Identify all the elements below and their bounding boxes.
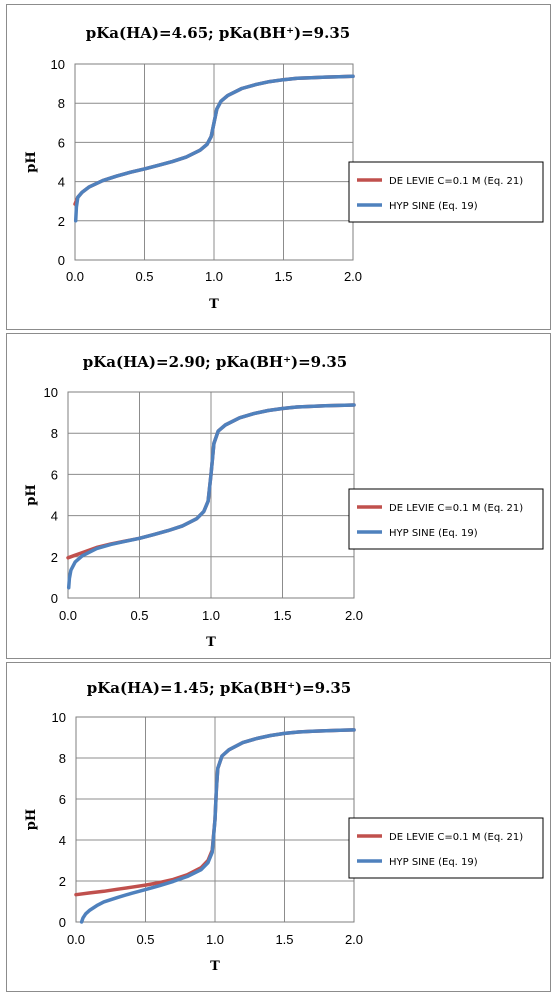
- x-tick-label: 0.5: [135, 269, 153, 284]
- y-tick-label: 4: [58, 175, 65, 190]
- y-axis-label: pH: [24, 809, 39, 830]
- legend: [348, 817, 544, 879]
- x-tick-label: 2.0: [344, 269, 362, 284]
- y-tick-label: 10: [44, 385, 58, 400]
- chart-panel-2: pKa(HA)=2.90; pKa(BH⁺)=9.35 0 2 4 6 8 10 0.0 0.5…: [6, 333, 551, 659]
- y-tick-label: 0: [58, 253, 65, 268]
- y-tick-label: 4: [59, 833, 66, 848]
- y-tick-label: 0: [59, 915, 66, 930]
- y-tick-label: 2: [58, 214, 65, 229]
- series-line-2: [73, 74, 355, 223]
- x-tick-label: 0.5: [130, 608, 148, 623]
- y-tick-label: 2: [59, 874, 66, 889]
- x-tick-label: 0.0: [59, 608, 77, 623]
- series-line-2: [79, 728, 356, 924]
- y-tick-label: 6: [59, 792, 66, 807]
- legend: [348, 161, 544, 223]
- y-axis-label: pH: [24, 484, 39, 505]
- x-tick-label: 2.0: [345, 932, 363, 947]
- y-tick-label: 8: [51, 426, 58, 441]
- x-tick-label: 1.0: [202, 608, 220, 623]
- legend: [348, 488, 544, 550]
- x-tick-label: 1.5: [274, 269, 292, 284]
- chart-1: pKa(HA)=4.65; pKa(BH⁺)=9.35 0 2 4 6 8 10 0.0 0.5…: [24, 24, 544, 312]
- x-tick-label: 1.5: [275, 932, 293, 947]
- x-tick-label: 1.5: [273, 608, 291, 623]
- legend-label-1: DE LEVIE C=0.1 M (Eq. 21): [389, 176, 523, 187]
- x-tick-label: 0.0: [66, 269, 84, 284]
- legend-label-2: HYP SINE (Eq. 19): [389, 528, 478, 539]
- chart-panel-1: pKa(HA)=4.65; pKa(BH⁺)=9.35 0 2 4 6 8 10 0.0 0.5…: [6, 4, 551, 330]
- chart-panel-3: pKa(HA)=1.45; pKa(BH⁺)=9.35 0 2 4 6 8 10 0.0 0.5…: [6, 662, 551, 992]
- y-tick-label: 8: [58, 96, 65, 111]
- y-tick-label: 10: [51, 57, 65, 72]
- y-tick-label: 6: [51, 467, 58, 482]
- legend-label-2: HYP SINE (Eq. 19): [389, 857, 478, 868]
- y-tick-label: 6: [58, 135, 65, 150]
- x-tick-label: 0.0: [67, 932, 85, 947]
- y-tick-label: 2: [51, 550, 58, 565]
- legend-label-2: HYP SINE (Eq. 19): [389, 201, 478, 212]
- x-tick-label: 1.0: [205, 269, 223, 284]
- chart-3: pKa(HA)=1.45; pKa(BH⁺)=9.35 0 2 4 6 8 10 0.0 0.5…: [24, 679, 544, 974]
- chart-title: pKa(HA)=1.45; pKa(BH⁺)=9.35: [87, 679, 351, 697]
- x-tick-label: 2.0: [345, 608, 363, 623]
- x-tick-label: 1.0: [206, 932, 224, 947]
- x-axis-label: T: [209, 297, 219, 312]
- chart-title: pKa(HA)=2.90; pKa(BH⁺)=9.35: [83, 353, 347, 371]
- x-axis-label: T: [206, 635, 216, 650]
- x-axis-label: T: [210, 959, 220, 974]
- y-tick-label: 8: [59, 751, 66, 766]
- legend-label-1: DE LEVIE C=0.1 M (Eq. 21): [389, 832, 523, 843]
- y-axis-label: pH: [24, 151, 39, 172]
- y-tick-label: 0: [51, 591, 58, 606]
- legend-label-1: DE LEVIE C=0.1 M (Eq. 21): [389, 503, 523, 514]
- y-tick-label: 10: [52, 710, 66, 725]
- series-line-2: [66, 403, 356, 590]
- chart-title: pKa(HA)=4.65; pKa(BH⁺)=9.35: [86, 24, 350, 42]
- chart-2: pKa(HA)=2.90; pKa(BH⁺)=9.35 0 2 4 6 8 10 0.0 0.5…: [24, 353, 544, 650]
- x-tick-label: 0.5: [136, 932, 154, 947]
- y-tick-label: 4: [51, 509, 58, 524]
